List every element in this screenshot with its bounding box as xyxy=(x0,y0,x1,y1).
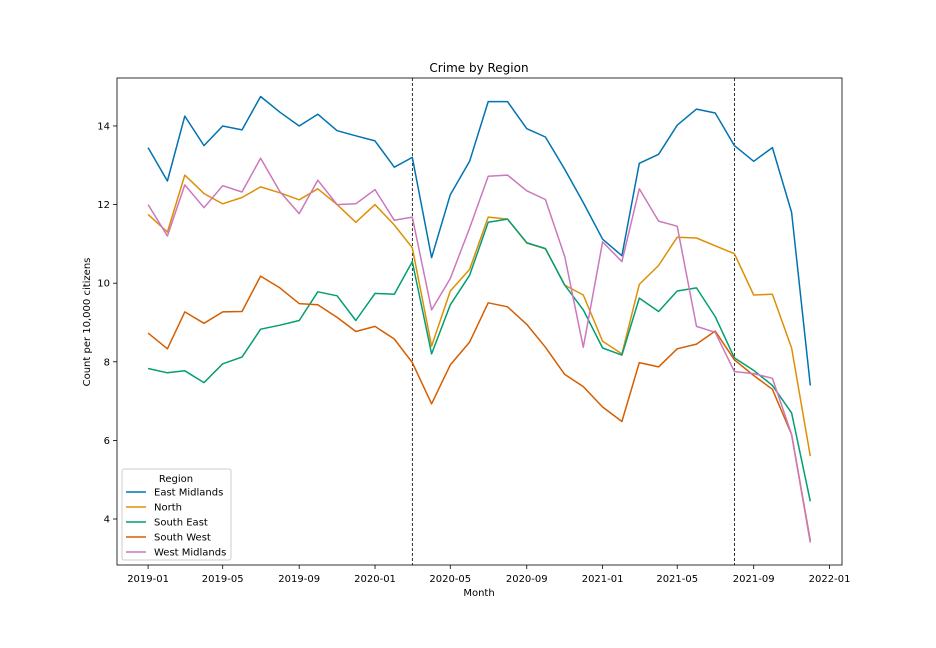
series-line-south-west xyxy=(147,275,812,541)
legend-label: South West xyxy=(154,533,211,544)
y-tick-label: 10 xyxy=(97,279,110,290)
chart-title: Crime by Region xyxy=(429,61,528,75)
series-lines xyxy=(147,95,812,543)
x-tick-label: 2020-05 xyxy=(429,574,471,585)
x-tick-label: 2021-01 xyxy=(582,574,624,585)
y-tick-label: 8 xyxy=(104,357,110,368)
legend: Region East Midlands North South East South… xyxy=(121,468,232,561)
x-axis-label: Month xyxy=(463,588,494,599)
y-tick-label: 4 xyxy=(104,515,110,526)
legend-label: West Midlands xyxy=(154,548,226,559)
series-line-east-midlands xyxy=(147,95,812,386)
x-tick-label: 2021-09 xyxy=(733,574,775,585)
legend-label: East Midlands xyxy=(154,488,223,499)
x-tick-label: 2019-09 xyxy=(278,574,320,585)
series-line-west-midlands xyxy=(147,157,812,543)
y-axis-label: Count per 10,000 citizens xyxy=(82,258,93,387)
x-tick-label: 2019-01 xyxy=(127,574,169,585)
legend-label: South East xyxy=(154,518,208,529)
y-tick-label: 12 xyxy=(97,200,110,211)
y-axis: 4 6 8 10 12 14 xyxy=(97,121,117,526)
plot-frame xyxy=(116,77,843,566)
legend-box xyxy=(121,468,232,561)
x-axis: 2019-01 2019-05 2019-09 2020-01 2020-05 2020-… xyxy=(127,565,850,585)
series-line-south-east xyxy=(147,218,812,502)
plot-area xyxy=(116,77,843,566)
legend-title: Region xyxy=(159,474,193,485)
x-tick-label: 2022-01 xyxy=(809,574,851,585)
series-line-north xyxy=(147,174,812,457)
y-tick-label: 6 xyxy=(104,436,110,447)
legend-label: North xyxy=(154,503,182,514)
legend-items: East Midlands North South East South West We… xyxy=(126,488,226,559)
x-tick-label: 2021-05 xyxy=(656,574,698,585)
x-tick-label: 2019-05 xyxy=(202,574,244,585)
reference-lines xyxy=(411,78,735,565)
x-tick-label: 2020-09 xyxy=(506,574,548,585)
x-tick-label: 2020-01 xyxy=(354,574,396,585)
y-tick-label: 14 xyxy=(97,121,110,132)
